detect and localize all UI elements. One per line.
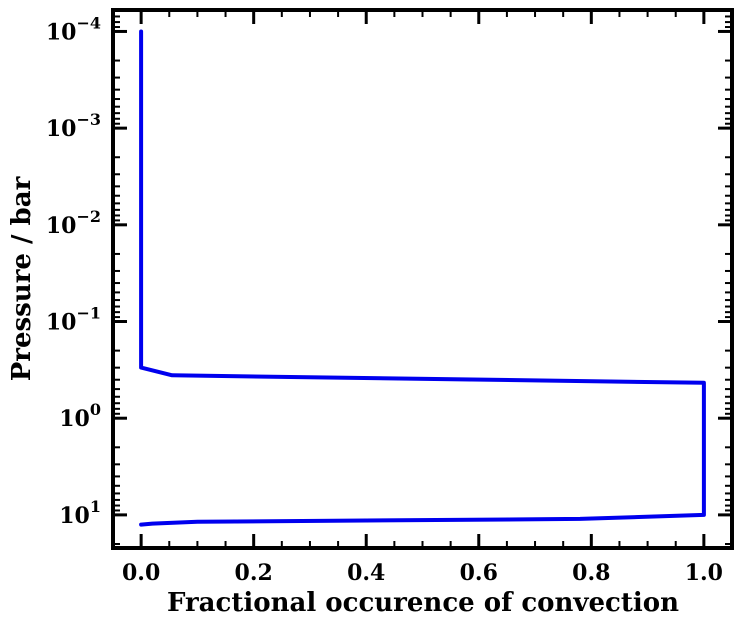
x-tick-label: 0.8 xyxy=(572,560,610,586)
y-tick-label: 101 xyxy=(59,497,101,529)
y-tick-label: 100 xyxy=(59,400,101,432)
y-tick-label: 10−3 xyxy=(46,110,101,142)
x-tick-label: 0.4 xyxy=(347,560,385,586)
x-tick-label: 1.0 xyxy=(685,560,723,586)
y-tick-labels: 10−4 10−3 10−2 10−1 100 101 xyxy=(46,13,101,528)
x-tick-label: 0.2 xyxy=(235,560,273,586)
series-line xyxy=(139,29,706,527)
y-tick-label: 10−2 xyxy=(46,207,101,239)
x-tick-label: 0.0 xyxy=(122,560,160,586)
plot-frame xyxy=(111,8,734,550)
y-tick-label: 10−1 xyxy=(46,304,101,336)
x-tick-label: 0.6 xyxy=(460,560,498,586)
y-axis-label: Pressure / bar xyxy=(7,176,37,381)
y-tick-label: 10−4 xyxy=(46,13,101,45)
x-tick-labels: 0.0 0.2 0.4 0.6 0.8 1.0 xyxy=(122,560,723,586)
major-ticks xyxy=(113,10,732,548)
x-axis-label: Fractional occurence of convection xyxy=(167,588,679,618)
series-layer xyxy=(139,29,706,527)
